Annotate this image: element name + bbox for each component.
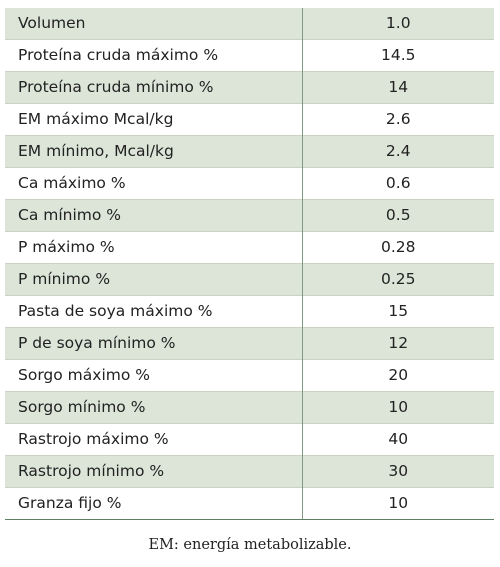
- row-label: P de soya mínimo %: [5, 327, 303, 360]
- row-label: Volumen: [5, 8, 303, 40]
- row-value: 1.0: [302, 8, 494, 40]
- table-row: Sorgo máximo % 20: [5, 359, 494, 392]
- row-label: Sorgo máximo %: [5, 359, 303, 392]
- table-row: Rastrojo máximo % 40: [5, 423, 494, 456]
- row-value: 30: [302, 455, 494, 488]
- row-value: 2.4: [302, 135, 494, 168]
- table-row: Rastrojo mínimo % 30: [5, 455, 494, 488]
- row-label: Proteína cruda máximo %: [5, 39, 303, 72]
- table-row: Proteína cruda mínimo % 14: [5, 71, 494, 104]
- row-value: 14.5: [302, 39, 494, 72]
- row-label: P máximo %: [5, 231, 303, 264]
- table-row: Granza fijo % 10: [5, 487, 494, 520]
- table-row: EM máximo Mcal/kg 2.6: [5, 103, 494, 136]
- table-row: Ca mínimo % 0.5: [5, 199, 494, 232]
- table-row: EM mínimo, Mcal/kg 2.4: [5, 135, 494, 168]
- table-body: Volumen 1.0 Proteína cruda máximo % 14.5 Pro…: [5, 8, 494, 520]
- row-label: Pasta de soya máximo %: [5, 295, 303, 328]
- row-value: 10: [302, 391, 494, 424]
- row-value: 0.25: [302, 263, 494, 296]
- table-row: P máximo % 0.28: [5, 231, 494, 264]
- requirements-table: Volumen 1.0 Proteína cruda máximo % 14.5 Pro…: [5, 8, 494, 520]
- row-label: P mínimo %: [5, 263, 303, 296]
- table-row: P de soya mínimo % 12: [5, 327, 494, 360]
- row-label: Rastrojo máximo %: [5, 423, 303, 456]
- requirements-table-container: Volumen 1.0 Proteína cruda máximo % 14.5 Pro…: [5, 8, 494, 520]
- table-caption: EM: energía metabolizable.: [148, 537, 352, 553]
- row-value: 0.6: [302, 167, 494, 200]
- row-value: 10: [302, 487, 494, 520]
- row-value: 20: [302, 359, 494, 392]
- row-value: 0.28: [302, 231, 494, 264]
- table-row: Ca máximo % 0.6: [5, 167, 494, 200]
- row-value: 0.5: [302, 199, 494, 232]
- row-label: Granza fijo %: [5, 487, 303, 520]
- row-value: 15: [302, 295, 494, 328]
- row-label: Sorgo mínimo %: [5, 391, 303, 424]
- table-row: Volumen 1.0: [5, 8, 494, 40]
- table-row: Proteína cruda máximo % 14.5: [5, 39, 494, 72]
- row-label: EM mínimo, Mcal/kg: [5, 135, 303, 168]
- row-label: EM máximo Mcal/kg: [5, 103, 303, 136]
- row-value: 40: [302, 423, 494, 456]
- row-label: Ca máximo %: [5, 167, 303, 200]
- row-value: 2.6: [302, 103, 494, 136]
- row-label: Rastrojo mínimo %: [5, 455, 303, 488]
- row-label: Ca mínimo %: [5, 199, 303, 232]
- table-row: Pasta de soya máximo % 15: [5, 295, 494, 328]
- row-value: 12: [302, 327, 494, 360]
- table-row: P mínimo % 0.25: [5, 263, 494, 296]
- row-value: 14: [302, 71, 494, 104]
- table-row: Sorgo mínimo % 10: [5, 391, 494, 424]
- row-label: Proteína cruda mínimo %: [5, 71, 303, 104]
